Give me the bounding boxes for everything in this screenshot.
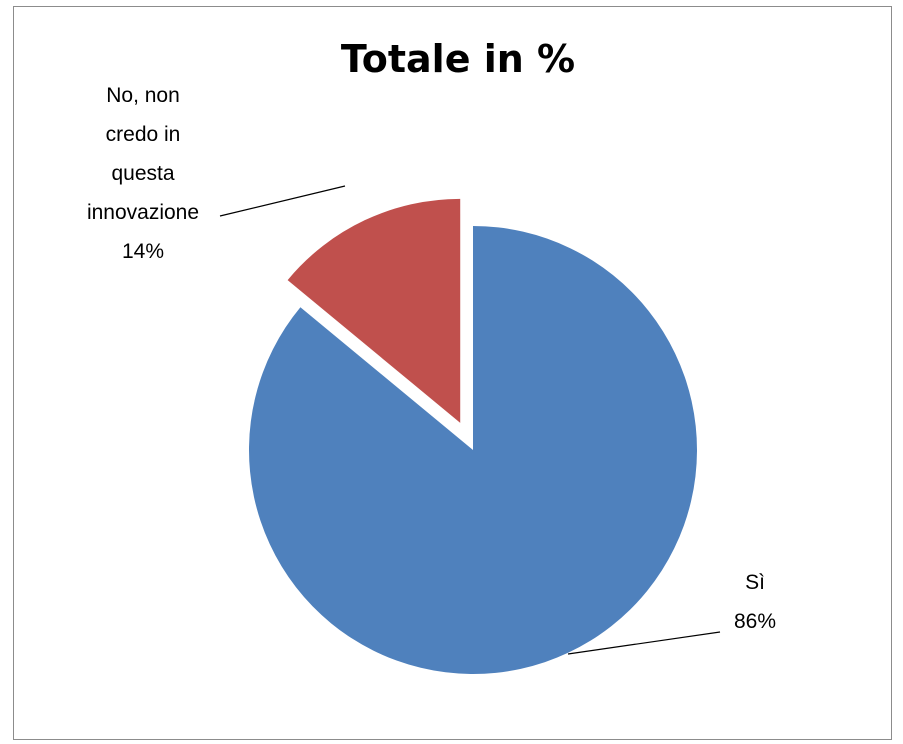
data-label-1: Sì 86% — [734, 571, 776, 633]
data-label-line-0-0: No, non — [106, 84, 180, 107]
leader-line-0 — [219, 185, 346, 217]
pie-slices — [249, 198, 697, 674]
pie-slice-1 — [249, 226, 697, 674]
data-label-line-0-2: questa — [111, 162, 174, 185]
leader-line-1 — [567, 631, 721, 655]
data-label-line-0-3: innovazione — [87, 201, 199, 224]
data-label-value-1: 86% — [734, 610, 776, 633]
data-label-line-1-0: Sì — [745, 571, 765, 594]
data-label-value-0: 14% — [122, 240, 164, 263]
data-label-0: No, non credo in questa innovazione 14% — [87, 84, 199, 263]
chart-title: Totale in % — [341, 37, 575, 81]
pie-slice-0 — [287, 198, 461, 423]
data-labels: No, non credo in questa innovazione 14% Sì 86% — [87, 84, 776, 633]
data-label-line-0-1: credo in — [106, 123, 181, 146]
leader-lines — [219, 185, 721, 655]
